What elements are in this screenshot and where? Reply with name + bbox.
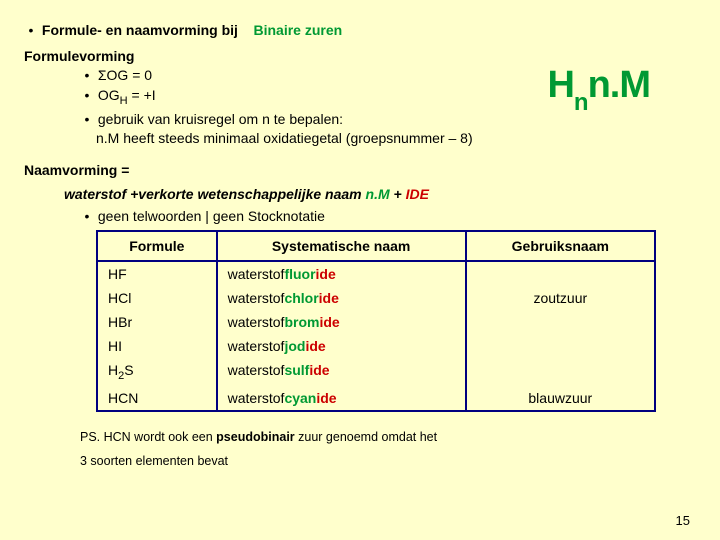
formulevorming-heading: Formulevorming	[24, 48, 696, 64]
float-sub: n	[574, 89, 588, 116]
table-row: HClwaterstofchloridezoutzuur	[97, 286, 655, 310]
cell-formula: HCl	[97, 286, 217, 310]
cell-formula: HCN	[97, 386, 217, 411]
cell-usename	[466, 334, 655, 358]
table-row: HBrwaterstofbromide	[97, 310, 655, 334]
cell-usename: blauwzuur	[466, 386, 655, 411]
cell-usename	[466, 310, 655, 334]
th-usename: Gebruiksnaam	[466, 231, 655, 261]
rule-red: IDE	[406, 186, 429, 202]
float-rest: n.M	[588, 64, 650, 106]
title-highlight: Binaire zuren	[253, 22, 342, 38]
cell-usename	[466, 358, 655, 386]
float-H: H	[547, 64, 573, 106]
th-sysname: Systematische naam	[217, 231, 466, 261]
ps-line2: 3 soorten elementen bevat	[80, 454, 228, 468]
rule-green: n.M	[366, 186, 390, 202]
table-row: H2Swaterstofsulfide	[97, 358, 655, 386]
cell-formula: HI	[97, 334, 217, 358]
formula-float: Hnn.M	[547, 64, 650, 113]
table-header-row: Formule Systematische naam Gebruiksnaam	[97, 231, 655, 261]
acid-table: Formule Systematische naam Gebruiksnaam …	[96, 230, 656, 412]
ps-note: PS. HCN wordt ook een pseudobinair zuur …	[80, 426, 696, 474]
cell-formula: HF	[97, 261, 217, 286]
cell-sysname: waterstofjodide	[217, 334, 466, 358]
naming-rule: waterstof +verkorte wetenschappelijke na…	[64, 186, 696, 202]
cell-sysname: waterstofbromide	[217, 310, 466, 334]
formulevorming-continuation: n.M heeft steeds minimaal oxidatiegetal …	[96, 129, 696, 148]
title-bullet: •	[24, 22, 38, 38]
table-row: HCNwaterstofcyanideblauwzuur	[97, 386, 655, 411]
title-prefix: Formule- en naamvorming bij	[42, 22, 238, 38]
naamvorming-heading: Naamvorming =	[24, 162, 696, 178]
rule-plain1: waterstof +verkorte wetenschappelijke na…	[64, 186, 366, 202]
ps-line1-post: zuur genoemd omdat het	[295, 430, 437, 444]
cell-usename: zoutzuur	[466, 286, 655, 310]
cell-formula: HBr	[97, 310, 217, 334]
note-line: • geen telwoorden | geen Stocknotatie	[80, 208, 696, 224]
note-text: geen telwoorden | geen Stocknotatie	[98, 208, 325, 224]
cell-sysname: waterstofsulfide	[217, 358, 466, 386]
th-formula: Formule	[97, 231, 217, 261]
cell-sysname: waterstofchloride	[217, 286, 466, 310]
note-bullet: •	[80, 208, 94, 224]
title-line: • Formule- en naamvorming bij Binaire zu…	[24, 22, 696, 38]
page-number: 15	[676, 513, 690, 528]
table-row: HFwaterstoffluoride	[97, 261, 655, 286]
cell-formula: H2S	[97, 358, 217, 386]
rule-plain2: +	[390, 186, 406, 202]
ps-line1-pre: PS. HCN wordt ook een	[80, 430, 216, 444]
ps-line1-bold: pseudobinair	[216, 430, 294, 444]
cell-sysname: waterstoffluoride	[217, 261, 466, 286]
cell-usename	[466, 261, 655, 286]
cell-sysname: waterstofcyanide	[217, 386, 466, 411]
table-row: HIwaterstofjodide	[97, 334, 655, 358]
